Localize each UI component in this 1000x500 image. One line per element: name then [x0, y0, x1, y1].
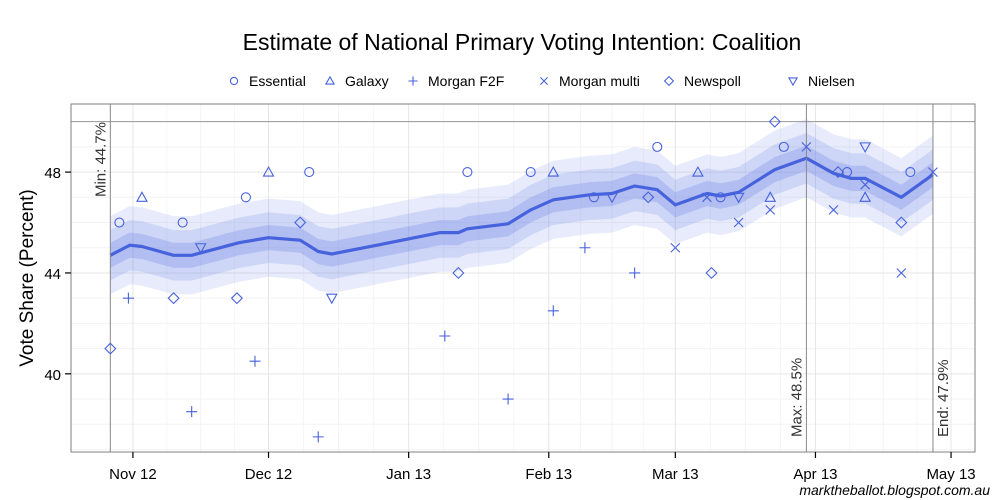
- data-point: [828, 205, 839, 215]
- data-point: [462, 167, 473, 178]
- series-galaxy: [136, 165, 872, 202]
- confidence-band: [110, 145, 934, 268]
- x-tick-label: Dec 12: [245, 466, 293, 483]
- annotation-label: Max: 48.5%: [788, 358, 805, 437]
- data-point: [588, 192, 600, 203]
- x-tick-label: Apr 13: [793, 466, 837, 483]
- legend-label: Galaxy: [345, 73, 389, 89]
- x-tick-label: Jan 13: [386, 466, 431, 483]
- data-point: [547, 305, 559, 317]
- legend-label: Morgan F2F: [428, 73, 504, 89]
- data-point: [167, 292, 180, 305]
- data-point: [652, 141, 663, 152]
- series-morgan-f2f: [122, 242, 641, 443]
- series-morgan-multi: [670, 141, 938, 278]
- data-point: [294, 216, 307, 229]
- legend-item-galaxy: Galaxy: [324, 73, 389, 89]
- legend-diamond-icon: [663, 75, 675, 87]
- data-point: [768, 115, 781, 128]
- confidence-band: [110, 133, 934, 281]
- data-point: [691, 165, 704, 177]
- y-tick-label: 40: [44, 367, 61, 384]
- x-tick-label: May 13: [926, 466, 975, 483]
- data-point: [579, 242, 591, 254]
- data-point: [732, 192, 745, 204]
- legend-plus-icon: [408, 76, 418, 86]
- data-point: [733, 217, 744, 228]
- x-tick-label: Nov 12: [109, 466, 157, 483]
- data-point: [801, 141, 812, 152]
- legend-label: Morgan multi: [559, 73, 640, 89]
- data-point: [905, 167, 916, 178]
- data-point: [249, 355, 261, 367]
- axes: Nov 12 Dec 12 Jan 13 Feb 13 Mar 13 Apr 13 May …: [44, 165, 975, 483]
- data-point: [230, 292, 243, 305]
- panel-background: [71, 104, 975, 452]
- data-point: [114, 217, 125, 228]
- trend-line: [109, 156, 934, 257]
- data-point: [452, 266, 465, 280]
- data-point: [859, 142, 872, 154]
- data-point: [896, 268, 907, 278]
- legend-label: Newspoll: [684, 73, 741, 89]
- y-tick-label: 48: [44, 165, 61, 182]
- annotation-label: End: 47.9%: [935, 359, 952, 437]
- legend: Essential Galaxy Morgan F2F Morgan multi New…: [229, 73, 855, 89]
- data-point: [177, 217, 188, 228]
- data-point: [304, 167, 315, 178]
- legend-circle-icon: [229, 76, 239, 86]
- data-point: [325, 293, 338, 305]
- data-point: [895, 216, 908, 229]
- data-point: [525, 167, 536, 178]
- data-point: [831, 166, 845, 179]
- data-point: [642, 191, 655, 204]
- panel-border: [70, 103, 976, 453]
- y-axis-title: Vote Share (Percent): [17, 189, 38, 366]
- annotation-label: Min: 44.7%: [92, 122, 109, 197]
- credit-text: marktheballot.blogspot.com.au: [799, 482, 990, 498]
- data-point: [312, 431, 324, 443]
- y-tick-label: 44: [44, 266, 61, 283]
- data-point: [764, 191, 777, 202]
- data-point: [860, 179, 871, 190]
- data-point: [502, 393, 514, 405]
- data-point: [629, 267, 641, 279]
- data-point: [928, 167, 938, 177]
- data-point: [136, 191, 148, 202]
- data-point: [606, 192, 618, 204]
- legend-item-essential: Essential: [229, 73, 306, 89]
- data-point: [194, 243, 207, 254]
- legend-item-morgan-f2f: Morgan F2F: [408, 73, 504, 89]
- x-tick-label: Mar 13: [652, 466, 699, 483]
- legend-item-newspoll: Newspoll: [663, 73, 741, 89]
- legend-cross-icon: [540, 77, 548, 85]
- legend-item-nielsen: Nielsen: [787, 73, 855, 89]
- plot-panel: Min: 44.7% Max: 48.5% End: 47.9%: [70, 103, 976, 453]
- data-point: [240, 192, 251, 203]
- legend-label: Essential: [249, 73, 306, 89]
- data-point: [104, 342, 117, 355]
- data-point: [122, 292, 134, 304]
- x-tick-label: Feb 13: [525, 466, 572, 483]
- legend-triangle-down-icon: [787, 77, 799, 87]
- chart-title: Estimate of National Primary Voting Inte…: [243, 29, 802, 55]
- series-newspoll: [104, 115, 908, 355]
- series-nielsen: [194, 142, 872, 305]
- legend-label: Nielsen: [808, 73, 855, 89]
- data-point: [186, 406, 198, 418]
- data-point: [778, 141, 789, 152]
- data-point: [765, 205, 776, 215]
- data-point: [670, 242, 681, 253]
- data-point: [705, 266, 718, 280]
- legend-item-morgan-multi: Morgan multi: [540, 73, 640, 89]
- data-point: [715, 192, 726, 203]
- data-point: [547, 165, 560, 177]
- data-point: [439, 330, 451, 342]
- data-point: [702, 192, 712, 203]
- data-point: [262, 165, 275, 177]
- data-point: [859, 191, 872, 202]
- legend-triangle-icon: [324, 75, 336, 85]
